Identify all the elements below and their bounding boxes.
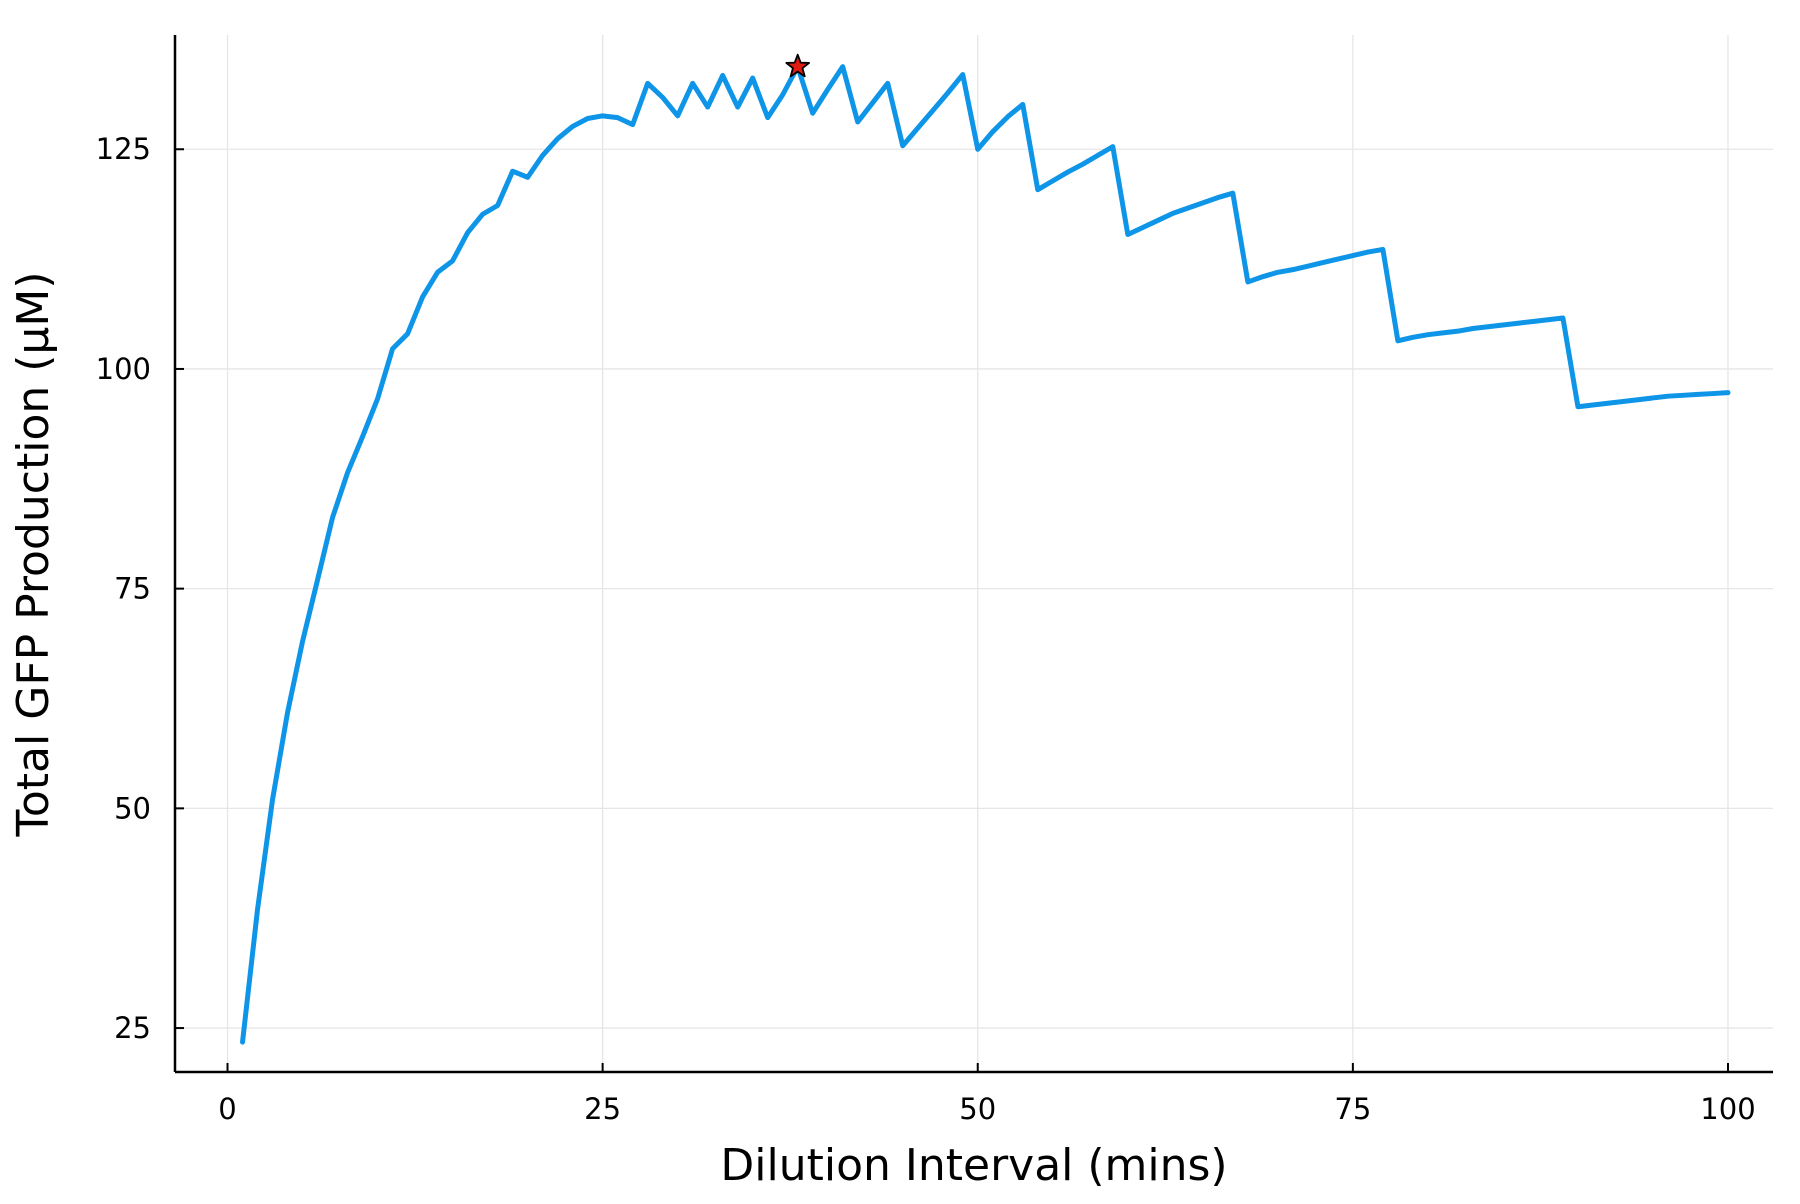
x-axis-title: Dilution Interval (mins) [720,1140,1227,1191]
y-tick-label: 50 [114,791,151,825]
series-layer [240,64,1731,1045]
y-tick-label: 100 [96,352,151,386]
marker-layer [785,53,811,78]
x-tick-label: 50 [959,1092,996,1126]
series-line [240,64,1731,1045]
x-axis-ticks: 0 25 50 75 100 [218,1063,1756,1126]
y-tick-label: 125 [96,132,151,166]
x-tick-label: 75 [1334,1092,1371,1126]
x-tick-label: 25 [584,1092,621,1126]
y-axis-ticks: 25 50 75 100 125 [96,132,184,1045]
y-tick-label: 25 [114,1011,151,1045]
y-tick-label: 75 [114,572,151,606]
optimum-star-marker [785,53,811,78]
x-tick-label: 0 [218,1092,236,1126]
x-tick-label: 100 [1700,1092,1755,1126]
grid [175,35,1773,1072]
y-axis-title: Total GFP Production (μM) [8,271,59,837]
axes [173,35,1773,1074]
